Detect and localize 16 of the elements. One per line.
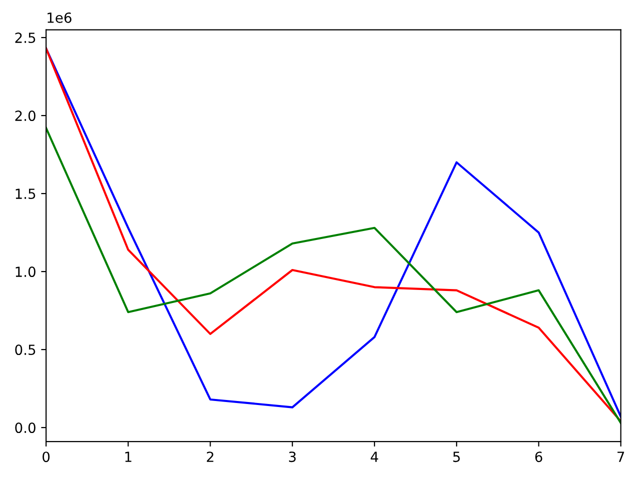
x-tick-label: 3 <box>289 452 296 462</box>
line-series <box>46 126 621 424</box>
y-tick-label: 0.5 <box>15 344 36 356</box>
x-tick-label: 2 <box>206 452 214 462</box>
x-tick-label: 7 <box>618 452 624 462</box>
x-tick-label: 0 <box>42 452 50 462</box>
y-tick-label: 0.0 <box>15 422 36 434</box>
y-tick-label: 2.0 <box>15 110 36 122</box>
y-tick-label: 2.5 <box>15 32 36 44</box>
y-tick-label: 1.5 <box>16 188 36 200</box>
x-tick-label: 6 <box>535 452 542 462</box>
text: 1e6 <box>48 12 72 23</box>
y-tick-label: 1.0 <box>16 266 36 278</box>
x-tick-label: 1 <box>125 452 132 462</box>
x-tick-label: 5 <box>453 452 460 462</box>
x-tick-label: 4 <box>370 452 378 462</box>
